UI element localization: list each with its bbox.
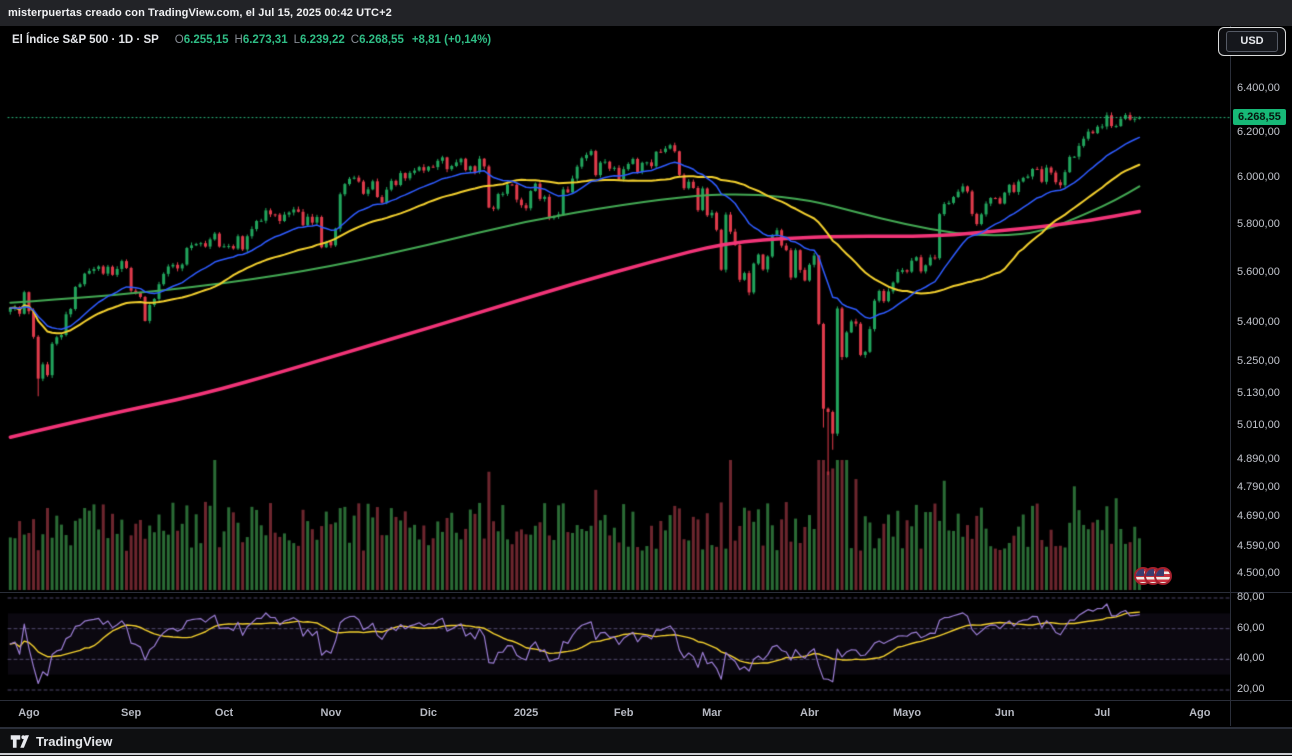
price-tick: 5.130,00 bbox=[1237, 386, 1280, 399]
us-flag-emoji[interactable] bbox=[1154, 567, 1172, 585]
price-tick: 6.400,00 bbox=[1237, 82, 1280, 94]
time-tick-nov: Nov bbox=[320, 707, 342, 719]
price-tick: 4.500,00 bbox=[1237, 567, 1280, 579]
pane-separator-main-rsi[interactable] bbox=[0, 592, 1292, 593]
symbol-legend[interactable]: El Índice S&P 500 · 1D · SP O6.255,15 H6.2… bbox=[12, 34, 491, 46]
ohlc-low-value: 6.239,22 bbox=[300, 34, 345, 46]
price-tick: 4.890,00 bbox=[1237, 452, 1280, 465]
chart-widget: El Índice S&P 500 · 1D · SP O6.255,15 H6.2… bbox=[0, 26, 1292, 728]
time-tick-dic: Dic bbox=[419, 707, 438, 719]
time-tick-jul: Jul bbox=[1094, 707, 1111, 719]
time-tick-mar: Mar bbox=[702, 707, 722, 719]
time-tick-jun: Jun bbox=[994, 707, 1015, 719]
currency-toggle-ring: USD bbox=[1218, 27, 1286, 56]
price-axis[interactable]: 6.268,55 6.400,00 6.200,00 6.000,00 5.800,0… bbox=[1231, 26, 1292, 726]
widget-bottom-border bbox=[0, 727, 1292, 728]
currency-usd-button[interactable]: USD bbox=[1226, 31, 1278, 52]
time-tick-oct: Oct bbox=[214, 707, 234, 719]
price-tick: 5.600,00 bbox=[1237, 265, 1280, 278]
price-tick: 6.200,00 bbox=[1237, 125, 1280, 138]
time-tick-ago: Ago bbox=[18, 707, 40, 719]
time-tick-ago: Ago bbox=[1189, 707, 1211, 719]
price-tick: 4.790,00 bbox=[1237, 481, 1280, 493]
attribution-bar: misterpuertas creado con TradingView.com… bbox=[0, 0, 1292, 27]
rsi-tick: 60,00 bbox=[1237, 621, 1265, 634]
time-axis[interactable]: Ago Sep Oct Nov Dic 2025 Feb Mar Abr Mayo Jun Jul Ag… bbox=[0, 701, 1230, 726]
price-tick: 4.590,00 bbox=[1237, 539, 1280, 552]
change-value: +8,81 (+0,14%) bbox=[411, 34, 492, 46]
rsi-tick: 40,00 bbox=[1237, 652, 1265, 665]
main-chart-canvas[interactable] bbox=[0, 26, 1230, 702]
ohlc-open-label: O bbox=[174, 34, 184, 46]
axis-border bbox=[1230, 26, 1231, 726]
ohlc-close-value: 6.268,55 bbox=[359, 34, 404, 46]
tradingview-logo-icon[interactable] bbox=[10, 734, 29, 749]
time-tick-abr: Abr bbox=[800, 707, 819, 719]
reaction-emoji-cluster[interactable] bbox=[1134, 567, 1172, 585]
tradingview-brand-text[interactable]: TradingView bbox=[36, 734, 113, 749]
price-tick: 6.000,00 bbox=[1237, 170, 1280, 183]
price-tick: 5.250,00 bbox=[1237, 354, 1280, 367]
rsi-tick: 20,00 bbox=[1237, 683, 1265, 695]
pane-separator-rsi-time bbox=[0, 700, 1292, 701]
last-price-badge: 6.268,55 bbox=[1233, 108, 1286, 125]
bottom-scrollbar[interactable] bbox=[0, 753, 1292, 755]
ohlc-close-label: C bbox=[350, 34, 360, 46]
rsi-tick: 80,00 bbox=[1237, 591, 1265, 603]
time-tick-2025: 2025 bbox=[513, 707, 539, 719]
price-tick: 5.010,00 bbox=[1237, 419, 1280, 432]
ohlc-high-label: H bbox=[234, 34, 243, 46]
footer-bar: TradingView bbox=[0, 728, 1292, 754]
time-tick-feb: Feb bbox=[613, 707, 634, 719]
ohlc-high-value: 6.273,31 bbox=[242, 34, 288, 46]
price-tick: 5.800,00 bbox=[1237, 217, 1280, 230]
attribution-text: misterpuertas creado con TradingView.com… bbox=[8, 7, 392, 19]
symbol-title[interactable]: El Índice S&P 500 · 1D · SP bbox=[12, 34, 159, 46]
time-tick-sep: Sep bbox=[121, 707, 142, 719]
price-tick: 5.400,00 bbox=[1237, 315, 1280, 328]
ohlc-open-value: 6.255,15 bbox=[183, 34, 229, 46]
price-tick: 4.690,00 bbox=[1237, 510, 1280, 523]
time-tick-mayo: Mayo bbox=[893, 707, 922, 719]
ohlc-low-label: L bbox=[293, 34, 300, 46]
